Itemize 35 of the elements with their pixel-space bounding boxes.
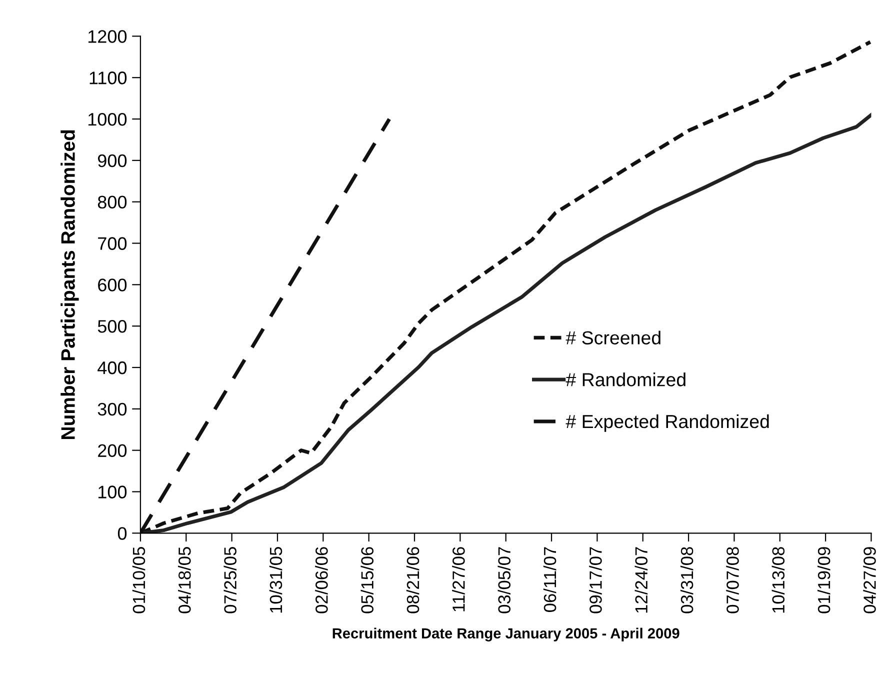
y-tick-label: 700 [98,237,127,250]
y-tick-label: 900 [98,154,127,168]
x-tick-label: 01/19/09 [817,547,830,614]
y-axis-title: Number Participants Randomized [60,130,79,439]
x-tick-label: 08/21/06 [406,547,420,614]
y-tick-label: 100 [98,486,127,498]
x-tick-label: 04/27/09 [863,547,876,614]
x-tick-label: 03/31/08 [680,547,694,614]
y-tick-label: 600 [98,278,127,292]
x-axis-title: Recruitment Date Range January 2005 - April 2009 [332,628,680,642]
x-tick-label: 02/06/06 [315,547,328,614]
y-tick-label: 300 [98,402,127,416]
x-tick-label: 10/13/08 [772,547,785,613]
x-tick-label: 10/31/05 [269,547,282,613]
x-tick-label: 12/24/07 [634,547,648,613]
y-tick-label: 200 [98,444,127,458]
x-tick-label: 07/07/08 [726,547,739,614]
y-tick-label: 400 [98,361,127,374]
legend-label: # Randomized [566,372,686,386]
y-tick-label: 500 [98,320,127,333]
y-tick-label: 1000 [88,112,127,126]
y-tick-label: 0 [118,527,127,540]
x-tick-label: 06/11/07 [543,547,556,612]
x-tick-label: 05/15/06 [360,547,374,614]
x-tick-label: 04/18/05 [178,547,191,614]
y-tick-label: 1200 [88,30,127,43]
y-tick-label: 800 [98,196,127,209]
legend-label: # Screened [566,330,660,344]
x-tick-label: 07/25/05 [224,547,236,614]
x-tick-label: 11/27/06 [452,547,465,612]
x-tick-label: 09/17/07 [589,547,602,614]
x-tick-label: 03/05/07 [498,547,510,614]
legend-label: # Expected Randomized [566,414,769,432]
x-tick-label: 01/10/05 [132,547,146,614]
y-tick-label: 1100 [90,72,127,84]
